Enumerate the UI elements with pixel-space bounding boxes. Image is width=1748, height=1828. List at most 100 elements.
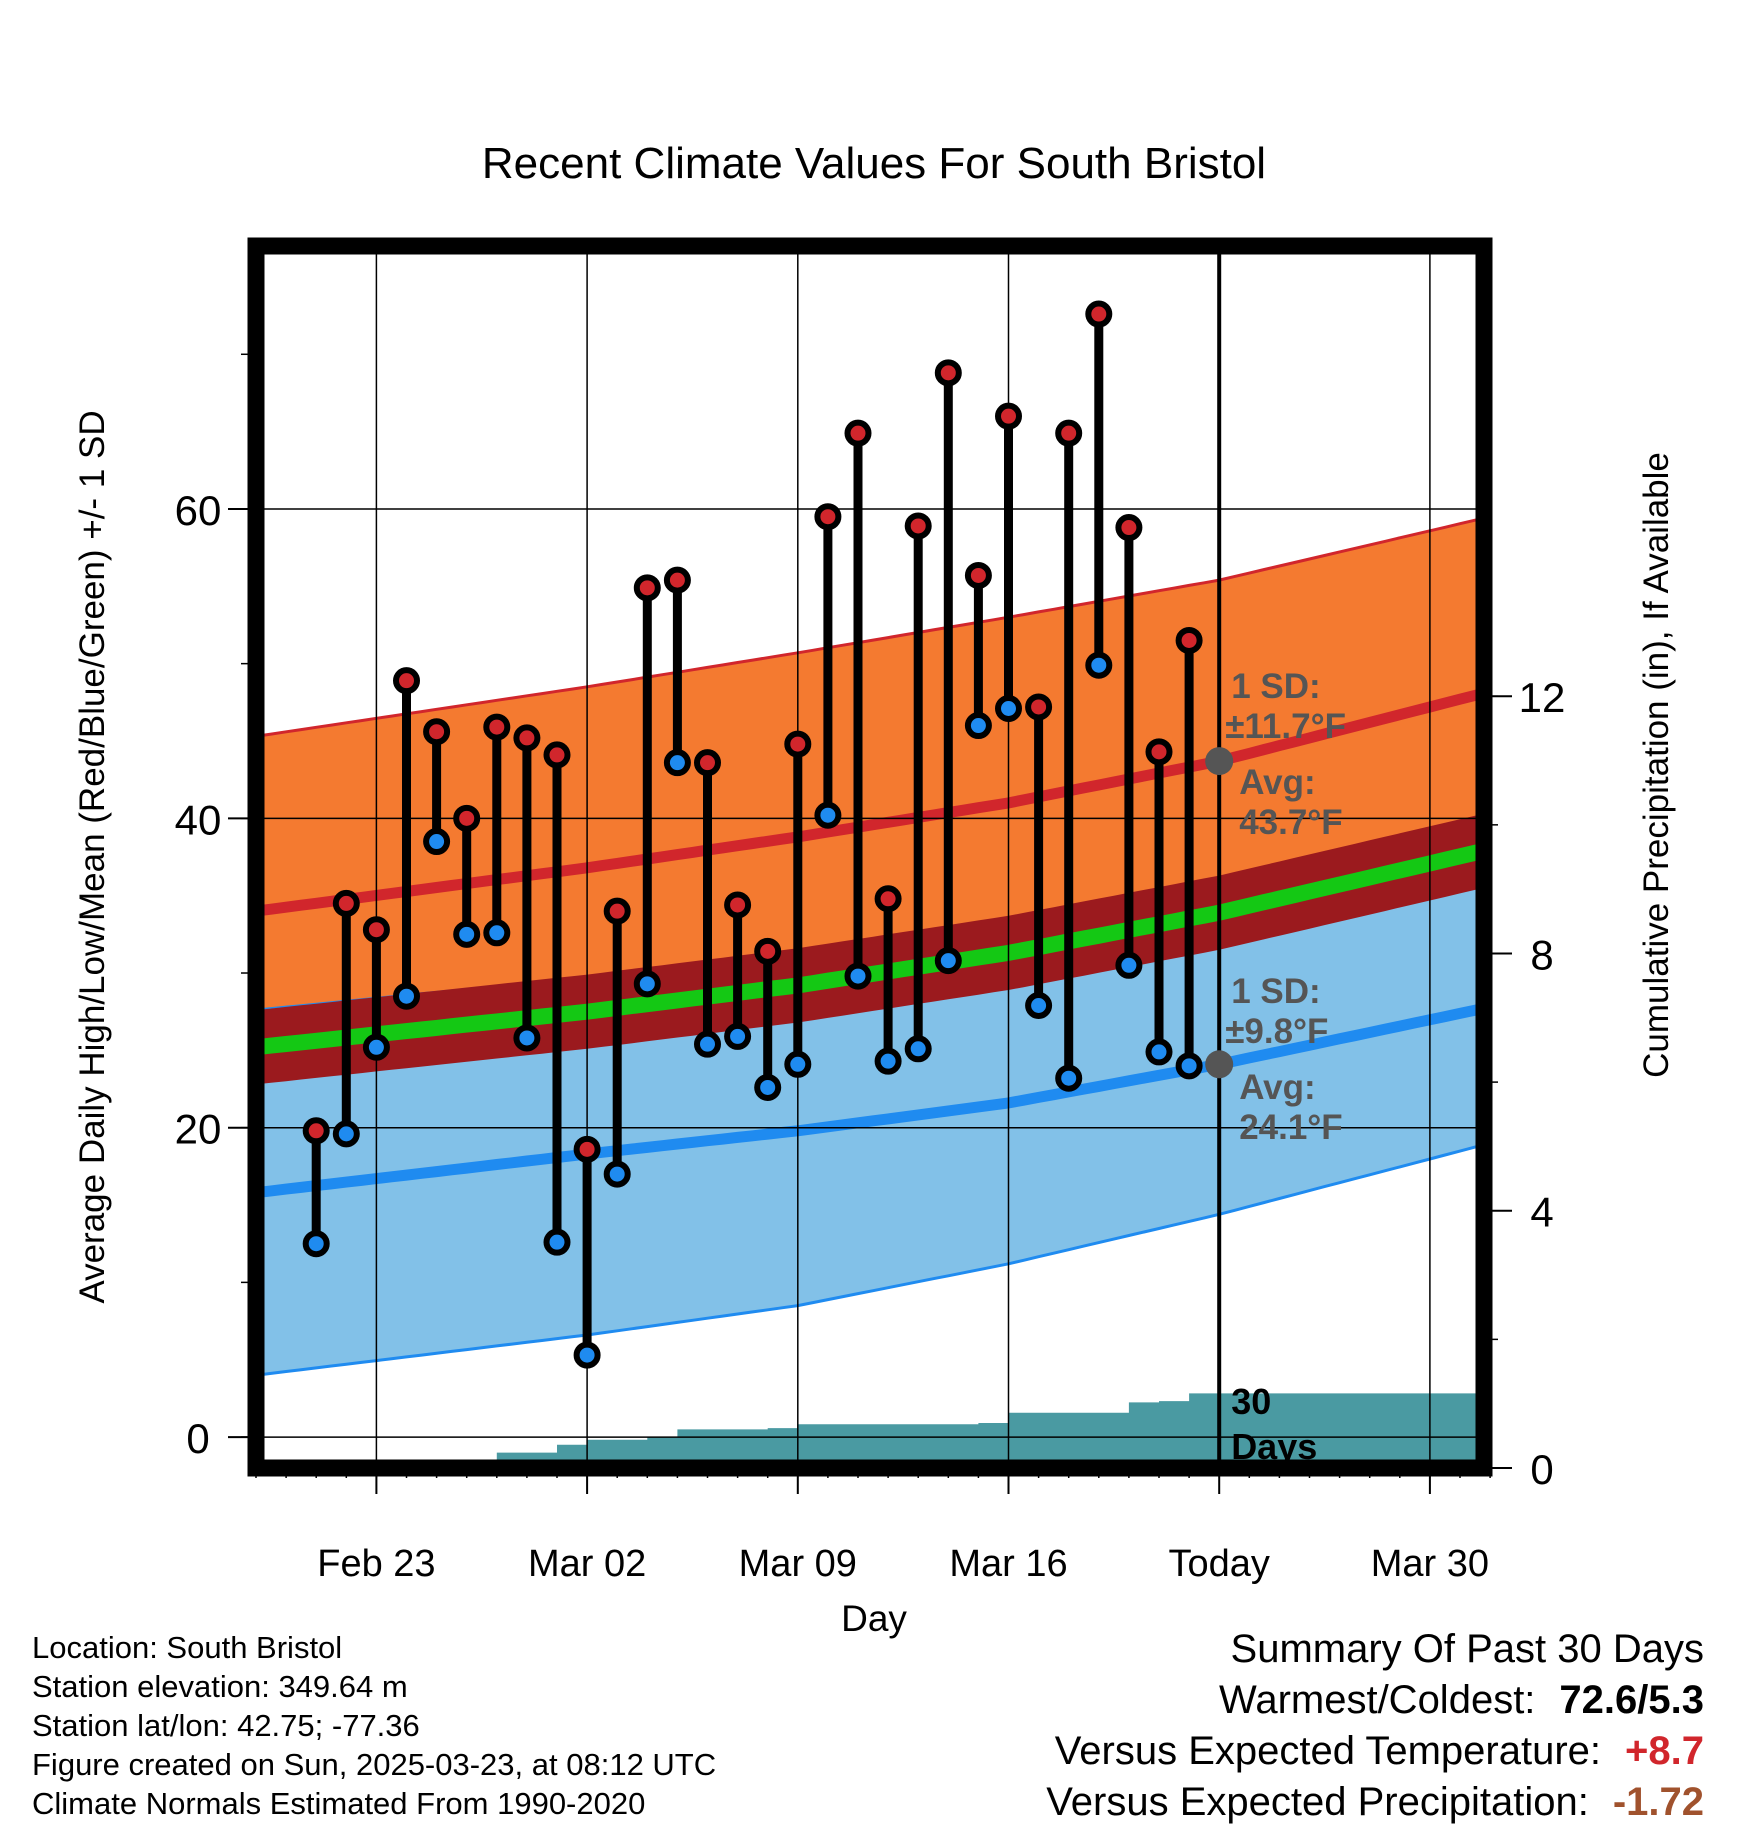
precip-area	[256, 1393, 1484, 1468]
today-low-avg-dot	[1205, 1050, 1234, 1079]
daily-high-marker	[1085, 300, 1113, 328]
y2-tick-label: 0	[1530, 1446, 1553, 1493]
daily-low-marker	[874, 1047, 902, 1075]
daily-low-marker	[1175, 1052, 1203, 1080]
daily-low-marker	[784, 1050, 812, 1078]
y2-tick-label: 12	[1519, 674, 1566, 721]
daily-high-marker	[483, 713, 511, 741]
today-high-avg-dot	[1205, 747, 1234, 776]
daily-low-marker	[1115, 951, 1143, 979]
daily-low-marker	[483, 919, 511, 947]
y-tick-label: 0	[186, 1415, 209, 1462]
y-tick-label: 20	[175, 1106, 222, 1153]
daily-high-marker	[904, 512, 932, 540]
daily-low-marker	[513, 1024, 541, 1052]
daily-low-marker	[423, 828, 451, 856]
x-tick-label: Mar 30	[1371, 1543, 1489, 1585]
daily-high-marker	[362, 916, 390, 944]
normal-low-avg-line	[256, 1002, 1484, 1199]
x-axis-label: Day	[841, 1598, 907, 1639]
daily-low-marker	[964, 712, 992, 740]
daily-low-marker	[573, 1341, 601, 1369]
daily-high-marker	[784, 730, 812, 758]
normal-high-avg-line	[256, 687, 1484, 917]
daily-low-marker	[302, 1230, 330, 1258]
y-tick-label: 40	[175, 796, 222, 843]
low-sd-lower-line	[256, 1143, 1484, 1377]
daily-high-marker	[724, 891, 752, 919]
y2-tick-label: 4	[1530, 1189, 1553, 1236]
normal-mean-line	[256, 842, 1484, 1056]
x-tick-label: Mar 02	[528, 1543, 646, 1585]
daily-low-marker	[332, 1120, 360, 1148]
daily-low-marker	[663, 749, 691, 777]
daily-low-marker	[453, 920, 481, 948]
daily-high-marker	[332, 889, 360, 917]
high-annotation-avg-value: 43.7°F	[1239, 803, 1343, 842]
summary-panel: Summary Of Past 30 Days Warmest/Coldest:…	[1046, 1624, 1704, 1828]
daily-high-marker	[543, 741, 571, 769]
daily-low-marker	[724, 1022, 752, 1050]
y2-tick-label: 8	[1530, 931, 1553, 978]
daily-high-marker	[603, 897, 631, 925]
precip-departure-row: Versus Expected Precipitation: -1.72	[1046, 1777, 1704, 1828]
daily-low-marker	[1085, 651, 1113, 679]
high-sd-upper-line	[256, 516, 1484, 738]
warmest-coldest-value: 72.6/5.3	[1559, 1678, 1704, 1722]
x-tick-label: Today	[1168, 1543, 1269, 1585]
daily-high-marker	[573, 1135, 601, 1163]
daily-high-marker	[1175, 626, 1203, 654]
daily-low-marker	[1055, 1064, 1083, 1092]
temp-departure-label: Versus Expected Temperature:	[1054, 1729, 1602, 1773]
low-annotation-sd-value: ±9.8°F	[1225, 1012, 1328, 1051]
daily-high-marker	[694, 749, 721, 777]
plot-frame	[247, 237, 1493, 1477]
x-tick-label: Mar 16	[949, 1543, 1067, 1585]
x-tick-label: Mar 09	[739, 1543, 857, 1585]
chart-title: Recent Climate Values For South Bristol	[482, 139, 1266, 188]
daily-low-marker	[934, 947, 962, 975]
low-annotation-avg: Avg:	[1239, 1068, 1315, 1107]
daily-low-marker	[1025, 991, 1053, 1019]
temp-departure-row: Versus Expected Temperature: +8.7	[1046, 1726, 1704, 1777]
daily-low-marker	[814, 801, 842, 829]
daily-low-marker	[995, 695, 1022, 723]
location-text: Location: South Bristol	[32, 1630, 343, 1665]
daily-high-marker	[302, 1117, 330, 1145]
high-annotation-sd-value: ±11.7°F	[1225, 707, 1346, 746]
y-tick-label: 60	[175, 487, 222, 534]
warmest-coldest-label: Warmest/Coldest:	[1219, 1678, 1536, 1722]
latlon-text: Station lat/lon: 42.75; -77.36	[32, 1708, 420, 1743]
daily-low-marker	[543, 1228, 571, 1256]
daily-high-marker	[964, 561, 992, 589]
daily-low-marker	[393, 982, 420, 1010]
y-axis-label: Average Daily High/Low/Mean (Red/Blue/Gr…	[73, 410, 112, 1303]
precip-departure-label: Versus Expected Precipitation:	[1046, 1780, 1589, 1824]
daily-high-marker	[453, 804, 481, 832]
daily-high-marker	[995, 402, 1022, 430]
daily-low-marker	[603, 1160, 631, 1188]
y2-axis-label: Cumulative Precipitation (in), If Availa…	[1637, 452, 1676, 1078]
daily-high-marker	[423, 718, 451, 746]
daily-low-marker	[754, 1073, 782, 1101]
daily-low-marker	[633, 970, 661, 998]
daily-high-marker	[1055, 419, 1083, 447]
normals-text: Climate Normals Estimated From 1990-2020	[32, 1786, 646, 1821]
daily-high-marker	[633, 574, 661, 602]
precip-departure-value: -1.72	[1612, 1780, 1704, 1824]
daily-low-marker	[362, 1033, 390, 1061]
daily-low-marker	[1145, 1038, 1173, 1066]
low-annotation-sd: 1 SD:	[1231, 972, 1320, 1011]
daily-high-marker	[1025, 693, 1053, 721]
daily-high-marker	[393, 667, 420, 695]
warmest-coldest-row: Warmest/Coldest: 72.6/5.3	[1046, 1675, 1704, 1726]
daily-high-marker	[754, 937, 782, 965]
high-annotation-avg: Avg:	[1239, 763, 1315, 802]
daily-high-marker	[814, 503, 842, 531]
low-annotation-avg-value: 24.1°F	[1239, 1108, 1343, 1147]
daily-high-marker	[513, 724, 541, 752]
created-text: Figure created on Sun, 2025-03-23, at 08…	[32, 1747, 717, 1782]
summary-title: Summary Of Past 30 Days	[1230, 1627, 1704, 1671]
station-info: Location: South Bristol Station elevatio…	[32, 1628, 716, 1823]
